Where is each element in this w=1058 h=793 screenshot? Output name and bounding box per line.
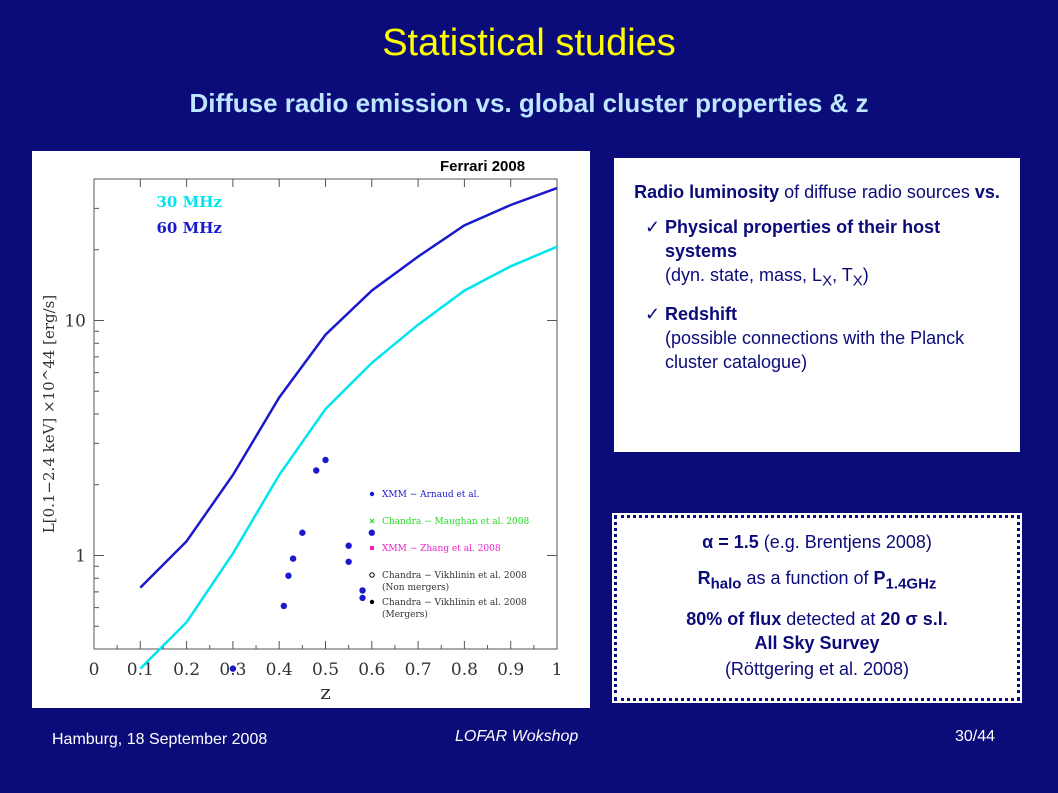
curve-line bbox=[139, 245, 558, 670]
sigma-bold: 20 σ s.l. bbox=[880, 608, 948, 629]
data-point bbox=[345, 558, 352, 565]
curve-line bbox=[139, 186, 558, 589]
data-point bbox=[322, 456, 329, 464]
survey-info-box: α = 1.5 (e.g. Brentjens 2008) Rhalo as a… bbox=[612, 513, 1022, 703]
legend-marker bbox=[369, 572, 375, 578]
check-icon: ✓ bbox=[645, 303, 661, 324]
y-axis-label: L[0.1−2.4 keV] ×10^44 [erg/s] bbox=[40, 295, 58, 533]
box1-intro: Radio luminosity of diffuse radio source… bbox=[631, 179, 1003, 205]
legend-marker bbox=[370, 546, 374, 550]
x-tick-label: 0.4 bbox=[266, 660, 293, 680]
data-point bbox=[299, 529, 306, 536]
alpha-bold: α = 1.5 bbox=[702, 532, 759, 552]
bullet1-bold: Physical properties of their host system… bbox=[665, 217, 941, 261]
legend-marker bbox=[369, 518, 375, 524]
x-tick-label: 0.1 bbox=[127, 660, 154, 680]
data-point bbox=[345, 542, 352, 549]
flux-line: 80% of flux detected at 20 σ s.l. bbox=[617, 607, 1017, 631]
x-tick-label: 0.7 bbox=[405, 660, 432, 680]
data-point bbox=[359, 594, 366, 602]
bullet1-sub-x2: X bbox=[852, 272, 863, 290]
data-point bbox=[289, 555, 297, 562]
data-point bbox=[229, 665, 237, 672]
intro-bold-1: Radio luminosity bbox=[634, 182, 780, 202]
legend-label: (Mergers) bbox=[382, 609, 428, 620]
intro-bold-2: vs. bbox=[974, 182, 1000, 202]
reference-text: (Röttgering et al. 2008) bbox=[724, 658, 910, 679]
scatter-plot: 00.10.20.30.40.50.60.70.80.91110zL[0.1−2… bbox=[32, 151, 590, 708]
bullet2-bold: Redshift bbox=[665, 303, 737, 324]
check-icon: ✓ bbox=[645, 217, 661, 237]
legend-marker bbox=[369, 491, 375, 497]
data-point bbox=[368, 529, 375, 536]
legend-label: Chandra − Maughan et al. 2008 bbox=[382, 517, 529, 527]
x-tick-label: 0.8 bbox=[451, 660, 478, 680]
footer-location-date: Hamburg, 18 September 2008 bbox=[52, 731, 268, 748]
x-axis-label: z bbox=[320, 680, 331, 704]
curve-label: 60 MHz bbox=[157, 219, 223, 237]
data-point bbox=[280, 602, 288, 610]
survey-bold: All Sky Survey bbox=[754, 632, 880, 653]
reference-line: (Röttgering et al. 2008) bbox=[617, 657, 1017, 681]
curve-label: 30 MHz bbox=[157, 193, 223, 211]
data-point bbox=[359, 587, 366, 594]
r-bold: R bbox=[697, 568, 711, 588]
legend-label: Chandra − Vikhlinin et al. 2008 bbox=[382, 598, 527, 608]
legend-label: XMM − Zhang et al. 2008 bbox=[382, 544, 501, 554]
y-tick-label: 1 bbox=[75, 546, 86, 566]
plot-svg: 00.10.20.30.40.50.60.70.80.91110zL[0.1−2… bbox=[40, 178, 563, 704]
rhalo-line: Rhalo as a function of P1.4GHz bbox=[617, 566, 1017, 597]
p-bold: P bbox=[873, 568, 886, 588]
x-tick-label: 0.2 bbox=[173, 660, 200, 680]
x-tick-label: 0.6 bbox=[358, 660, 385, 680]
x-tick-label: 0 bbox=[89, 660, 100, 680]
bullet1-mid: , T bbox=[832, 265, 853, 285]
flux-text: detected at bbox=[781, 608, 881, 629]
x-tick-label: 0.9 bbox=[497, 660, 524, 680]
bullet2-text: (possible connections with the Planck cl… bbox=[665, 327, 965, 372]
x-tick-label: 1 bbox=[552, 660, 563, 680]
bullet1-end: ) bbox=[862, 265, 869, 285]
alpha-line: α = 1.5 (e.g. Brentjens 2008) bbox=[617, 530, 1017, 554]
slide-subtitle: Diffuse radio emission vs. global cluste… bbox=[189, 88, 869, 118]
x-tick-label: 0.5 bbox=[312, 660, 339, 680]
bullet1-sub-x: X bbox=[822, 272, 833, 290]
data-point bbox=[285, 572, 292, 579]
data-point bbox=[313, 467, 320, 474]
intro-text-1: of diffuse radio sources bbox=[779, 182, 975, 202]
r-sub: halo bbox=[710, 575, 742, 593]
p-sub: 1.4GHz bbox=[885, 575, 937, 593]
legend-marker bbox=[369, 599, 375, 605]
bullet-physical-properties: ✓ Physical properties of their host syst… bbox=[645, 215, 1003, 294]
legend-label: XMM − Arnaud et al. bbox=[382, 490, 480, 500]
survey-line: All Sky Survey bbox=[617, 631, 1017, 655]
footer-page-number: 30/44 bbox=[955, 728, 996, 745]
legend-label: Chandra − Vikhlinin et al. 2008 bbox=[382, 571, 527, 581]
figure-credit: Ferrari 2008 bbox=[440, 158, 526, 175]
radio-luminosity-box: Radio luminosity of diffuse radio source… bbox=[614, 158, 1020, 452]
legend-label: (Non mergers) bbox=[382, 582, 449, 593]
flux-bold: 80% of flux bbox=[686, 608, 782, 629]
bullet1-text: (dyn. state, mass, L bbox=[665, 265, 823, 285]
footer-event: LOFAR Wokshop bbox=[455, 728, 579, 745]
alpha-text: (e.g. Brentjens 2008) bbox=[758, 532, 932, 552]
slide-title: Statistical studies bbox=[382, 22, 676, 64]
y-tick-label: 10 bbox=[64, 311, 86, 331]
r-text: as a function of bbox=[741, 568, 874, 588]
bullet-redshift: ✓ Redshift (possible connections with th… bbox=[645, 302, 1003, 374]
